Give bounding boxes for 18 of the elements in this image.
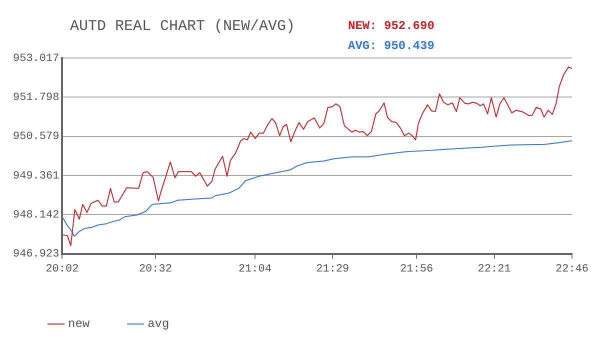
legend-label: avg (148, 317, 170, 332)
x-tick-label: 20:32 (138, 263, 172, 276)
y-tick-label: 949.361 (12, 170, 60, 182)
y-tick-label: 950.579 (12, 131, 60, 144)
x-tick-label: 21:04 (238, 263, 272, 276)
y-tick-label: 948.142 (12, 210, 60, 222)
text: AVG: 950.439 (348, 39, 434, 53)
x-tick-label: 20:02 (46, 263, 79, 276)
text: NEW: 952.690 (348, 19, 434, 33)
x-tick-label: 22:46 (555, 263, 589, 276)
x-tick-label: 21:56 (400, 263, 434, 276)
y-tick-label: 946.923 (12, 248, 60, 261)
chart-title: AUTD REAL CHART (NEW/AVG) (70, 18, 296, 35)
x-tick-label: 22:21 (478, 263, 512, 276)
y-tick-label: 951.798 (12, 92, 60, 104)
y-tick-label: 953.017 (12, 52, 60, 65)
x-tick-label: 21:29 (316, 263, 350, 276)
legend-label: new (68, 317, 90, 332)
